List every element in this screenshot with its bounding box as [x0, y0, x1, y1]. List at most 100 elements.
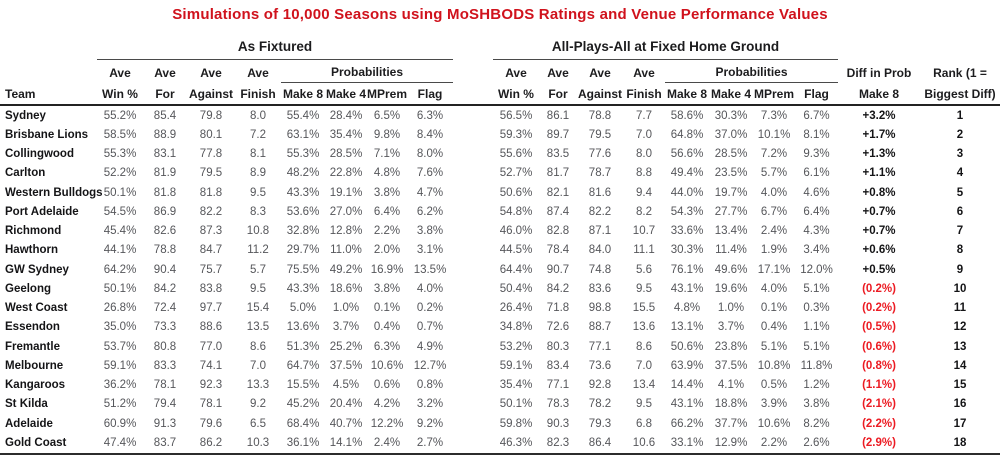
stat-cell-fixtured: 59.1%	[103, 359, 137, 372]
rank-cell: 2	[956, 128, 964, 141]
stat-cell-all-plays: 33.6%	[670, 225, 704, 238]
stat-cell-fixtured: 8.6	[250, 340, 266, 353]
stat-cell-all-plays: 0.3%	[803, 302, 830, 315]
stat-cell-fixtured: 0.6%	[373, 379, 401, 392]
stat-cell-fixtured: 3.7%	[332, 321, 360, 334]
page-title: Simulations of 10,000 Seasons using MoSH…	[172, 6, 828, 23]
stat-cell-fixtured: 8.9	[250, 167, 266, 180]
table-row: St Kilda 51.2% 79.4 78.1 9.2 45.2% 20.4% 4.2% 3.…	[0, 395, 1000, 414]
stat-cell-fixtured: 9.2%	[416, 417, 444, 430]
team-name: Adelaide	[5, 417, 53, 430]
stat-cell-fixtured: 22.8%	[329, 167, 363, 180]
stat-cell-fixtured: 54.5%	[103, 205, 137, 218]
stat-cell-all-plays: 89.7	[546, 128, 570, 141]
stat-cell-all-plays: 72.6	[546, 321, 570, 334]
stat-cell-all-plays: 8.6	[636, 340, 652, 353]
stat-cell-all-plays: 3.4%	[803, 244, 830, 257]
team-name: West Coast	[5, 302, 68, 315]
rank-cell: 1	[956, 109, 964, 122]
stat-cell-all-plays: 7.7	[636, 109, 652, 122]
diff-cell: +0.6%	[862, 244, 896, 257]
stat-cell-fixtured: 2.2%	[373, 225, 401, 238]
stat-cell-all-plays: 17.1%	[757, 263, 791, 276]
stat-cell-fixtured: 37.5%	[329, 359, 363, 372]
stat-cell-all-plays: 81.6	[588, 186, 612, 199]
stat-cell-all-plays: 43.1%	[670, 282, 704, 295]
col-header-make4: Make 4	[325, 87, 367, 101]
rank-cell: 5	[956, 186, 964, 199]
diff-cell: (0.8%)	[862, 359, 896, 372]
stat-cell-fixtured: 9.2	[250, 398, 266, 411]
stat-cell-fixtured: 51.2%	[103, 398, 137, 411]
diff-cell: +0.5%	[862, 263, 896, 276]
stat-cell-all-plays: 4.8%	[673, 302, 701, 315]
stat-cell-all-plays: 23.8%	[714, 340, 748, 353]
stat-cell-fixtured: 40.7%	[329, 417, 363, 430]
stat-cell-fixtured: 35.0%	[103, 321, 137, 334]
stat-cell-fixtured: 3.8%	[373, 282, 401, 295]
stat-cell-fixtured: 72.4	[153, 302, 177, 315]
stat-cell-all-plays: 7.0	[636, 359, 652, 372]
stat-cell-all-plays: 49.6%	[714, 263, 748, 276]
stat-cell-fixtured: 3.8%	[373, 186, 401, 199]
stat-cell-all-plays: 13.4	[632, 379, 656, 392]
stat-cell-fixtured: 6.4%	[373, 205, 401, 218]
stat-cell-fixtured: 0.7%	[416, 321, 444, 334]
stat-cell-all-plays: 4.1%	[717, 379, 745, 392]
header-divider	[0, 104, 1000, 106]
stat-cell-all-plays: 6.7%	[803, 109, 830, 122]
stat-cell-all-plays: 44.0%	[670, 186, 704, 199]
stat-cell-all-plays: 6.4%	[803, 205, 830, 218]
stat-cell-all-plays: 77.1	[546, 379, 570, 392]
stat-cell-fixtured: 58.5%	[103, 128, 137, 141]
stat-cell-all-plays: 53.2%	[499, 340, 533, 353]
stat-cell-all-plays: 77.6	[588, 148, 612, 161]
col-header-make4: Make 4	[710, 87, 752, 101]
rank-cell: 9	[956, 263, 964, 276]
col-header-team: Team	[5, 87, 36, 101]
stat-cell-fixtured: 8.4%	[416, 128, 444, 141]
table-header-columns: Team Win % For Against Finish Make 8 Mak…	[0, 83, 1000, 104]
team-name: Melbourne	[5, 359, 64, 372]
stat-cell-all-plays: 50.4%	[499, 282, 533, 295]
stat-cell-all-plays: 5.1%	[803, 340, 830, 353]
stat-cell-all-plays: 1.0%	[717, 302, 745, 315]
team-name: Sydney	[5, 109, 46, 122]
table-row: Adelaide 60.9% 91.3 79.6 6.5 68.4% 40.7% 12.2% 9…	[0, 414, 1000, 433]
stat-cell-all-plays: 52.7%	[499, 167, 533, 180]
stat-cell-all-plays: 71.8	[546, 302, 570, 315]
stat-cell-all-plays: 56.6%	[670, 148, 704, 161]
stat-cell-all-plays: 83.6	[588, 282, 612, 295]
stat-cell-fixtured: 0.4%	[373, 321, 401, 334]
diff-cell: (2.1%)	[862, 398, 896, 411]
stat-cell-all-plays: 83.4	[546, 359, 570, 372]
stat-cell-fixtured: 9.5	[250, 186, 266, 199]
stat-cell-all-plays: 2.4%	[760, 225, 788, 238]
stat-cell-all-plays: 13.6	[632, 321, 656, 334]
stat-cell-all-plays: 3.7%	[717, 321, 745, 334]
col-header-ave: Ave	[633, 66, 655, 80]
stat-cell-all-plays: 88.7	[588, 321, 612, 334]
stat-cell-fixtured: 64.2%	[103, 263, 137, 276]
stat-cell-all-plays: 58.6%	[670, 109, 704, 122]
rank-cell: 13	[953, 340, 967, 353]
stat-cell-all-plays: 5.7%	[760, 167, 788, 180]
stat-cell-fixtured: 0.2%	[416, 302, 444, 315]
stat-cell-all-plays: 78.7	[588, 167, 612, 180]
stat-cell-fixtured: 47.4%	[103, 436, 137, 449]
stat-cell-all-plays: 46.3%	[499, 436, 533, 449]
diff-cell: +0.8%	[862, 186, 896, 199]
stat-cell-all-plays: 10.6%	[757, 417, 791, 430]
stat-cell-fixtured: 28.5%	[329, 148, 363, 161]
stat-cell-fixtured: 6.5%	[373, 109, 401, 122]
stat-cell-all-plays: 84.2	[546, 282, 570, 295]
stat-cell-all-plays: 49.4%	[670, 167, 704, 180]
stat-cell-fixtured: 50.1%	[103, 186, 137, 199]
stat-cell-fixtured: 84.7	[199, 244, 223, 257]
stat-cell-fixtured: 2.0%	[373, 244, 401, 257]
stat-cell-fixtured: 13.6%	[286, 321, 320, 334]
stat-cell-all-plays: 78.4	[546, 244, 570, 257]
team-name: Kangaroos	[5, 379, 66, 392]
stat-cell-fixtured: 88.6	[199, 321, 223, 334]
